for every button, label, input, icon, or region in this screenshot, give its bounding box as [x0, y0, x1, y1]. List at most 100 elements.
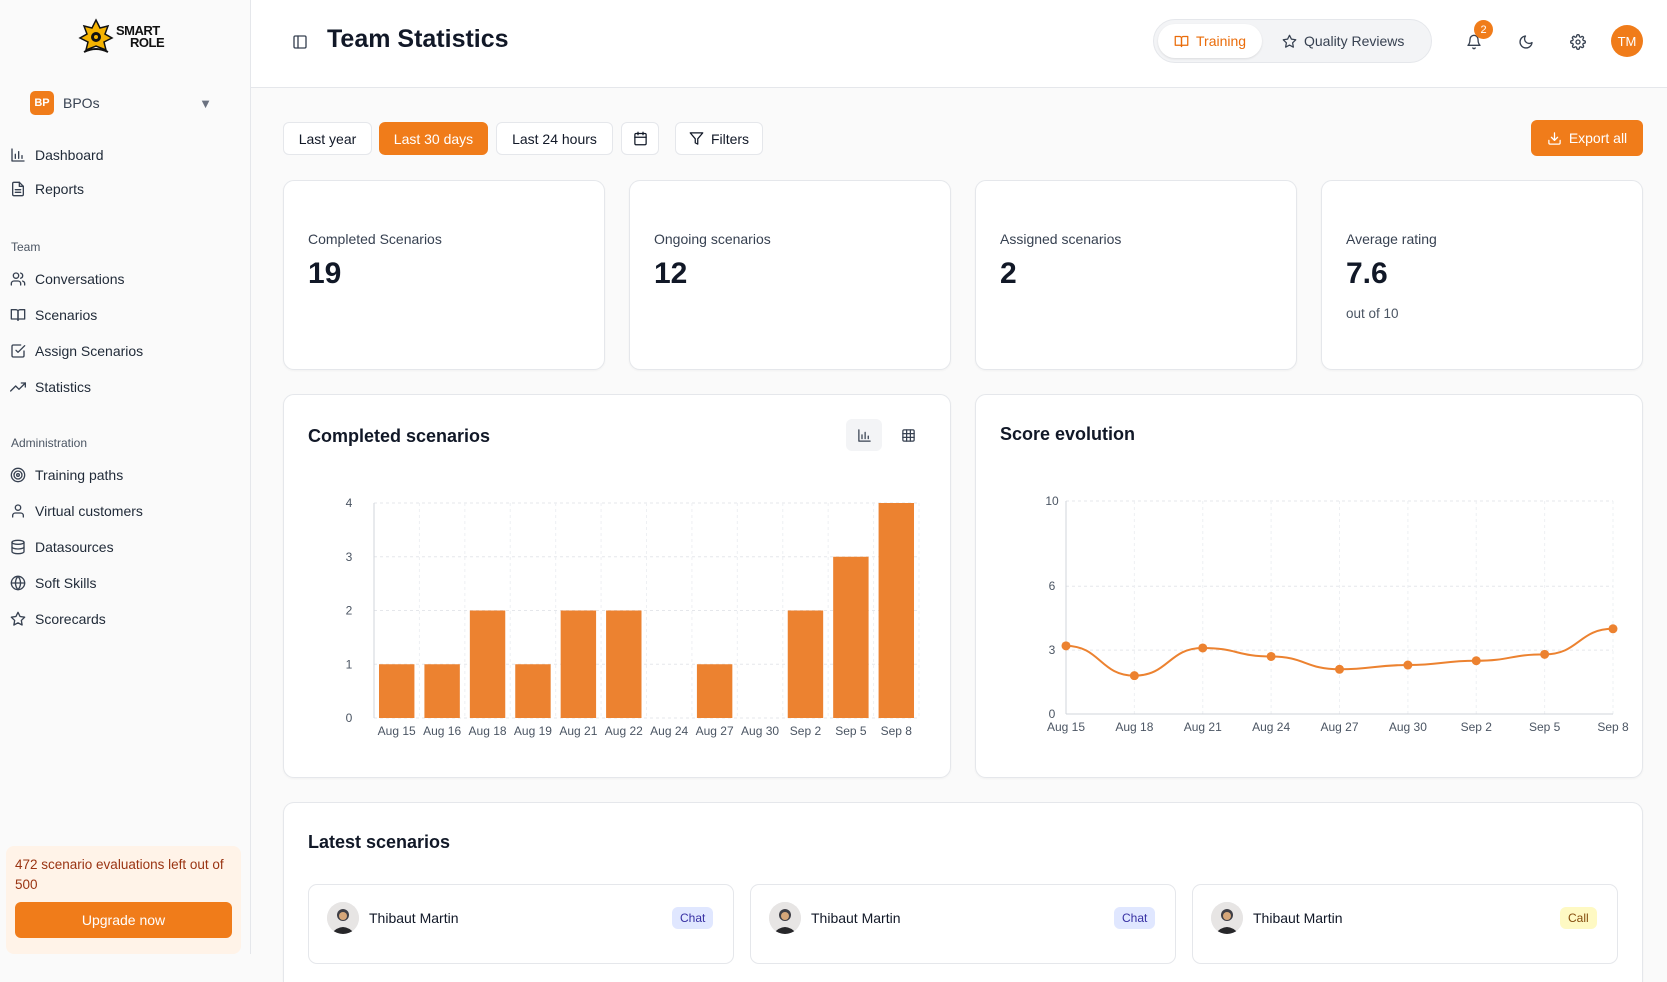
database-icon [11, 539, 25, 555]
x-tick-label: Sep 8 [1597, 720, 1629, 734]
upgrade-button[interactable]: Upgrade now [15, 902, 232, 938]
bar [424, 664, 460, 718]
x-tick-label: Aug 27 [1320, 720, 1358, 734]
logo-line1: SMART [116, 23, 160, 38]
stat-label: Average rating [1346, 231, 1437, 247]
sidebar-item-scorecards[interactable]: Scorecards [10, 604, 106, 634]
sidebar-item-scenarios[interactable]: Scenarios [10, 300, 97, 330]
scenario-user-name: Thibaut Martin [811, 910, 901, 926]
x-tick-label: Aug 15 [1047, 720, 1085, 734]
range-last-30-days-button[interactable]: Last 30 days [379, 122, 488, 155]
x-tick-label: Aug 22 [605, 724, 643, 738]
stat-value: 2 [1000, 257, 1017, 290]
stat-value: 7.6 [1346, 257, 1388, 290]
bar-chart-icon [11, 148, 25, 162]
mode-quality-reviews-label: Quality Reviews [1304, 33, 1405, 49]
book-open-icon [10, 309, 26, 321]
nav-section-team: Team [11, 240, 41, 254]
x-tick-label: Aug 19 [514, 724, 552, 738]
stat-value: 19 [308, 257, 342, 290]
channel-badge: Chat [1114, 907, 1156, 929]
data-point [1266, 651, 1276, 661]
x-tick-label: Sep 8 [881, 724, 913, 738]
sidebar-item-conversations[interactable]: Conversations [10, 264, 125, 294]
bell-icon [1467, 34, 1481, 50]
data-point [1335, 664, 1344, 674]
bar [787, 610, 824, 718]
sidebar-item-label: Statistics [35, 379, 92, 395]
avatar [769, 902, 801, 934]
filter-icon [689, 132, 704, 145]
x-tick-label: Sep 2 [790, 724, 822, 738]
bar-chart: 0 1 2 3 4 Aug 15 Aug 16 Aug 18 Aug 19 Aug 21 Aug 2… [346, 496, 920, 738]
org-switcher[interactable]: BP BPOs ▼ [30, 91, 212, 115]
sidebar-item-label: Datasources [35, 539, 114, 555]
sidebar-item-training-paths[interactable]: Training paths [10, 460, 123, 490]
logo[interactable]: SMART ROLE [78, 18, 165, 56]
x-tick-label: Sep 2 [1461, 720, 1493, 734]
date-picker-button[interactable] [621, 122, 659, 155]
data-point [1471, 656, 1481, 666]
sidebar-item-reports[interactable]: Reports [10, 174, 84, 204]
sidebar-item-statistics[interactable]: Statistics [10, 372, 91, 402]
sidebar: SMART ROLE BP BPOs ▼ Dashboard Reports T… [0, 0, 251, 954]
scenario-card[interactable]: Thibaut Martin Call [1192, 884, 1618, 964]
person-photo-icon [327, 902, 359, 934]
page-title: Team Statistics [327, 25, 509, 53]
bar [560, 610, 597, 718]
y-tick-label: 2 [346, 604, 353, 618]
mode-quality-reviews-tab[interactable]: Quality Reviews [1266, 24, 1420, 58]
scenario-user-name: Thibaut Martin [1253, 910, 1343, 926]
sidebar-item-label: Scenarios [35, 307, 98, 323]
line-chart: 0 3 6 10 Aug 15 Aug 18 Aug 21 Aug 24 Aug 27 Aug 3… [1045, 494, 1629, 734]
sidebar-item-label: Conversations [35, 271, 125, 287]
mode-training-tab[interactable]: Training [1158, 24, 1263, 58]
user-avatar[interactable]: TM [1611, 25, 1643, 57]
chart-view-button[interactable] [846, 419, 882, 451]
sidebar-item-dashboard[interactable]: Dashboard [10, 140, 104, 170]
sidebar-item-assign-scenarios[interactable]: Assign Scenarios [10, 336, 143, 366]
x-tick-label: Aug 30 [741, 724, 779, 738]
sidebar-item-label: Training paths [35, 467, 124, 483]
range-last-24-hours-button[interactable]: Last 24 hours [496, 122, 613, 155]
download-icon [1548, 131, 1561, 145]
y-tick-label: 0 [1049, 707, 1056, 721]
x-tick-label: Aug 21 [559, 724, 597, 738]
table-view-button[interactable] [890, 419, 926, 451]
data-point [1540, 649, 1550, 659]
export-all-button[interactable]: Export all [1531, 120, 1643, 156]
theme-toggle-button[interactable] [1514, 30, 1538, 54]
notification-count-badge: 2 [1474, 20, 1493, 39]
sidebar-item-datasources[interactable]: Datasources [10, 532, 114, 562]
x-tick-label: Aug 16 [423, 724, 461, 738]
notifications-button[interactable] [1462, 30, 1486, 54]
x-tick-label: Aug 24 [1252, 720, 1290, 734]
stat-card-ongoing: Ongoing scenarios 12 [629, 180, 951, 370]
range-last-year-button[interactable]: Last year [283, 122, 372, 155]
target-icon [10, 467, 26, 483]
sidebar-item-virtual-customers[interactable]: Virtual customers [10, 496, 143, 526]
filters-button[interactable]: Filters [675, 122, 763, 155]
stat-label: Assigned scenarios [1000, 231, 1122, 247]
nav-section-administration: Administration [11, 436, 88, 450]
scenario-card[interactable]: Thibaut Martin Chat [750, 884, 1176, 964]
scenario-card[interactable]: Thibaut Martin Chat [308, 884, 734, 964]
data-point [1198, 643, 1208, 653]
stat-label: Ongoing scenarios [654, 231, 771, 247]
sidebar-item-label: Reports [35, 181, 85, 197]
star-icon [10, 611, 26, 626]
channel-badge: Call [1560, 907, 1597, 929]
sidebar-item-label: Dashboard [35, 147, 104, 163]
check-square-icon [11, 344, 26, 358]
settings-button[interactable] [1566, 30, 1590, 54]
quota-text: 472 scenario evaluations left out of 500 [15, 857, 224, 892]
globe-icon [10, 575, 26, 591]
star-icon [1282, 34, 1297, 48]
avatar [1211, 902, 1243, 934]
logo-icon [78, 18, 114, 53]
sidebar-item-soft-skills[interactable]: Soft Skills [10, 568, 96, 598]
data-point [1403, 660, 1413, 670]
file-text-icon [12, 181, 24, 197]
grid-icon [901, 428, 915, 442]
sidebar-toggle-button[interactable] [288, 30, 312, 54]
